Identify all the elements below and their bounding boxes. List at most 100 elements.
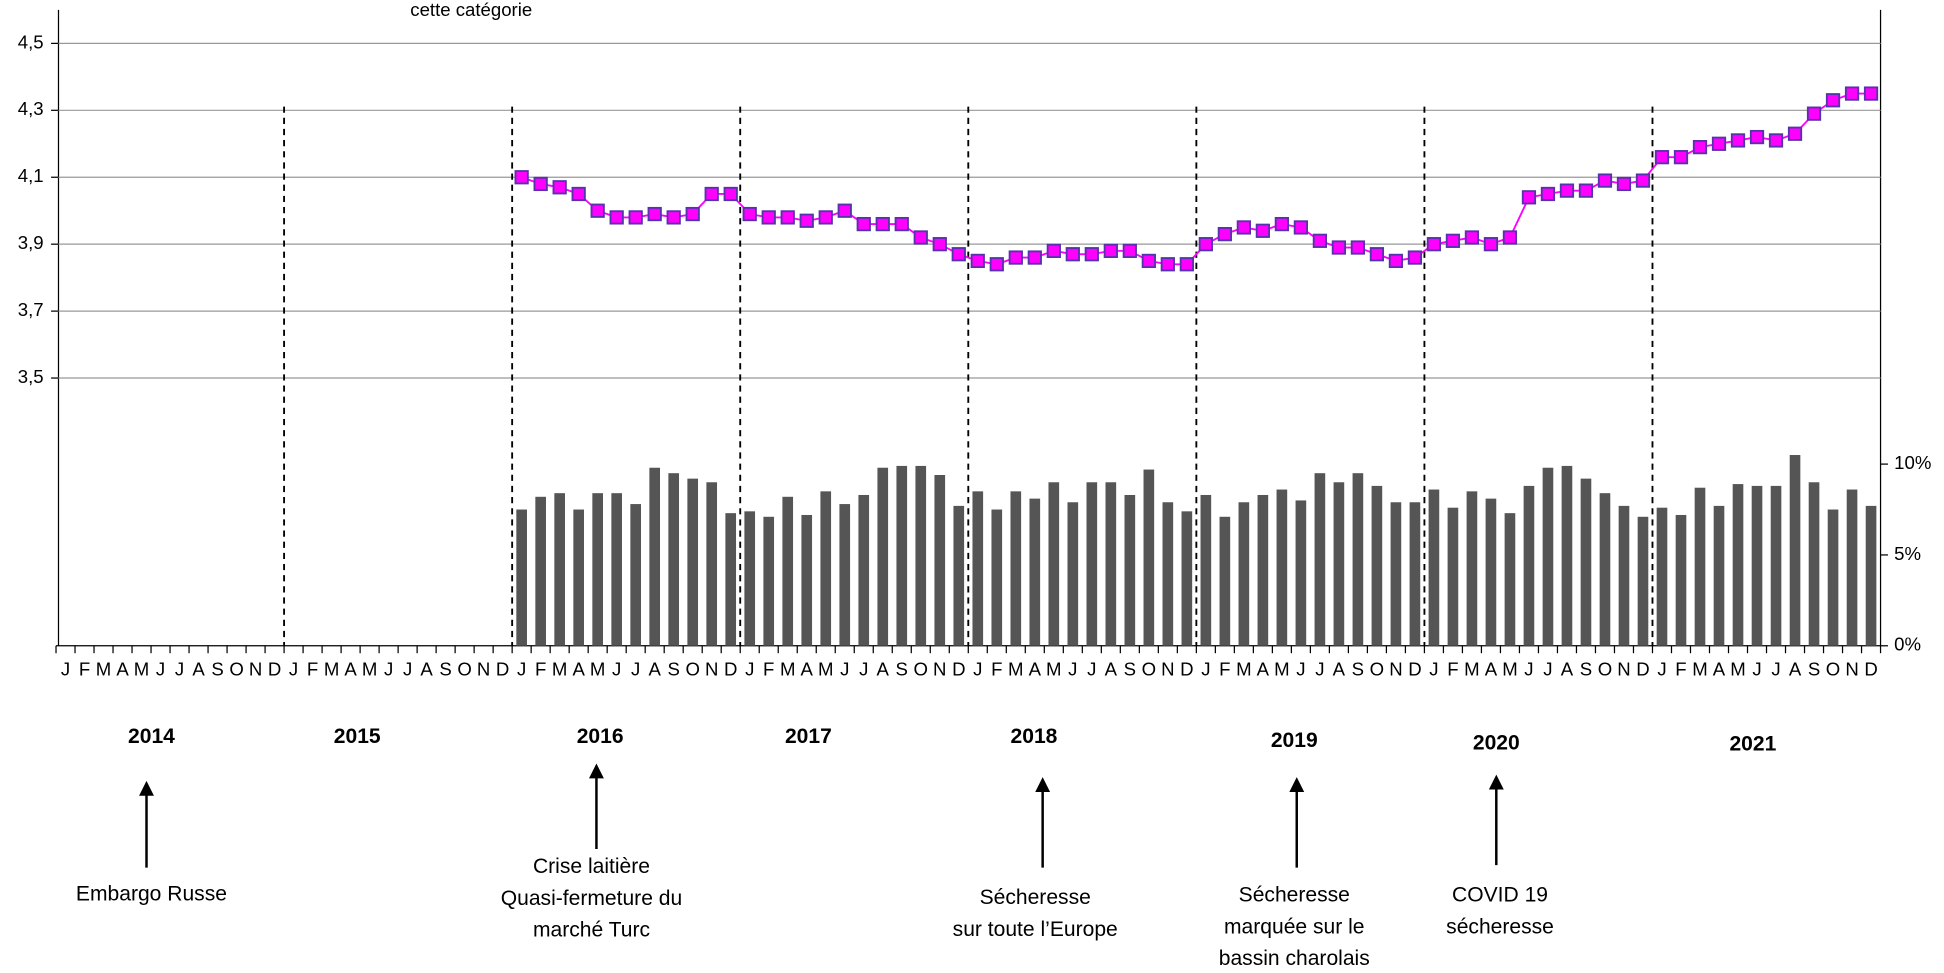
y2-tick-label: 5%: [1894, 543, 1921, 564]
x-tick-label: J: [973, 658, 982, 679]
marker: [647, 206, 662, 222]
marker: [514, 170, 529, 185]
bar: [972, 491, 984, 646]
x-tick-label: A: [1713, 658, 1726, 679]
marker: [1236, 220, 1251, 235]
bar: [1865, 505, 1877, 646]
x-tick-label: N: [1617, 658, 1630, 679]
x-tick-label: F: [79, 658, 90, 679]
x-tick-label: A: [648, 658, 661, 679]
bar: [687, 478, 699, 646]
year-label: 2016: [577, 725, 624, 748]
x-tick-label: N: [1389, 658, 1402, 679]
x-tick-label: J: [1771, 658, 1780, 679]
bar: [554, 493, 565, 646]
bar: [877, 467, 889, 646]
x-tick-label: J: [1657, 658, 1666, 679]
bar: [1599, 493, 1611, 646]
annotation: marché Turc: [533, 918, 650, 941]
x-tick-label: M: [1008, 658, 1023, 679]
bar: [668, 473, 680, 646]
bar: [1257, 494, 1269, 646]
bar: [1276, 489, 1288, 646]
bar: [1200, 494, 1212, 646]
x-tick-label: M: [590, 658, 605, 679]
bar: [1371, 485, 1383, 646]
chart-subtitle: cette catégorie: [410, 0, 532, 20]
annotation: bassin charolais: [1219, 947, 1370, 970]
bar: [535, 496, 546, 646]
marker: [1046, 243, 1061, 258]
bar: [1238, 502, 1250, 646]
marker: [1578, 183, 1594, 198]
marker: [628, 210, 643, 225]
bar: [1428, 489, 1440, 646]
year-label: 2020: [1473, 731, 1520, 754]
marker: [723, 186, 738, 202]
marker: [1464, 230, 1480, 245]
x-tick-label: D: [1180, 658, 1193, 679]
x-tick-label: M: [1274, 658, 1289, 679]
marker: [1483, 237, 1499, 252]
bar: [573, 509, 584, 646]
x-tick-label: S: [1124, 658, 1136, 679]
y2-tick-label: 0%: [1894, 634, 1921, 655]
marker: [609, 210, 624, 225]
annotation: sécheresse: [1446, 915, 1554, 938]
bar: [801, 514, 813, 646]
x-tick-label: J: [1429, 658, 1438, 679]
bar: [1637, 516, 1649, 646]
bar: [1162, 502, 1174, 646]
y-tick-label: 4,5: [18, 31, 44, 52]
bar: [1181, 511, 1193, 646]
y-tick-label: 4,3: [18, 98, 44, 119]
x-tick-label: S: [1580, 658, 1592, 679]
marker: [913, 230, 928, 245]
arrow-head: [588, 763, 604, 779]
marker: [685, 206, 700, 222]
x-tick-label: A: [1105, 658, 1118, 679]
marker: [1768, 133, 1784, 148]
y-tick-label: 3,7: [18, 299, 44, 320]
marker: [1711, 136, 1727, 151]
bar: [1466, 491, 1478, 646]
marker: [1635, 173, 1651, 188]
marker: [856, 216, 871, 232]
x-tick-label: A: [344, 658, 357, 679]
marker: [1673, 150, 1689, 165]
x-tick-label: F: [535, 658, 546, 679]
annotation: Crise laitière: [533, 855, 650, 878]
year-label: 2021: [1729, 732, 1776, 755]
marker: [1274, 216, 1289, 232]
marker: [1008, 250, 1023, 265]
bar: [1523, 485, 1535, 646]
annotation: COVID 19: [1452, 884, 1548, 907]
bar: [1219, 516, 1231, 646]
x-tick-label: F: [991, 658, 1002, 679]
x-tick-label: A: [420, 658, 433, 679]
x-tick-label: A: [1333, 658, 1346, 679]
x-tick-label: J: [840, 658, 849, 679]
y-tick-label: 3,5: [18, 366, 44, 387]
marker: [1730, 133, 1746, 148]
bar: [1713, 505, 1725, 646]
bar: [763, 516, 775, 646]
marker: [1502, 230, 1518, 245]
x-tick-label: S: [1352, 658, 1364, 679]
marker: [894, 216, 909, 232]
year-label: 2018: [1011, 725, 1058, 748]
x-tick-label: M: [1046, 658, 1061, 679]
x-tick-label: J: [1068, 658, 1077, 679]
marker: [1616, 176, 1632, 192]
bar: [1390, 502, 1402, 646]
x-tick-label: F: [763, 658, 774, 679]
bar: [1105, 482, 1117, 646]
x-tick-label: F: [1219, 658, 1230, 679]
x-tick-label: J: [631, 658, 640, 679]
marker: [951, 247, 966, 262]
bar: [1751, 485, 1763, 646]
marker: [1426, 237, 1442, 252]
x-tick-label: N: [1161, 658, 1174, 679]
x-tick-label: A: [1485, 658, 1498, 679]
x-tick-label: N: [249, 658, 262, 679]
